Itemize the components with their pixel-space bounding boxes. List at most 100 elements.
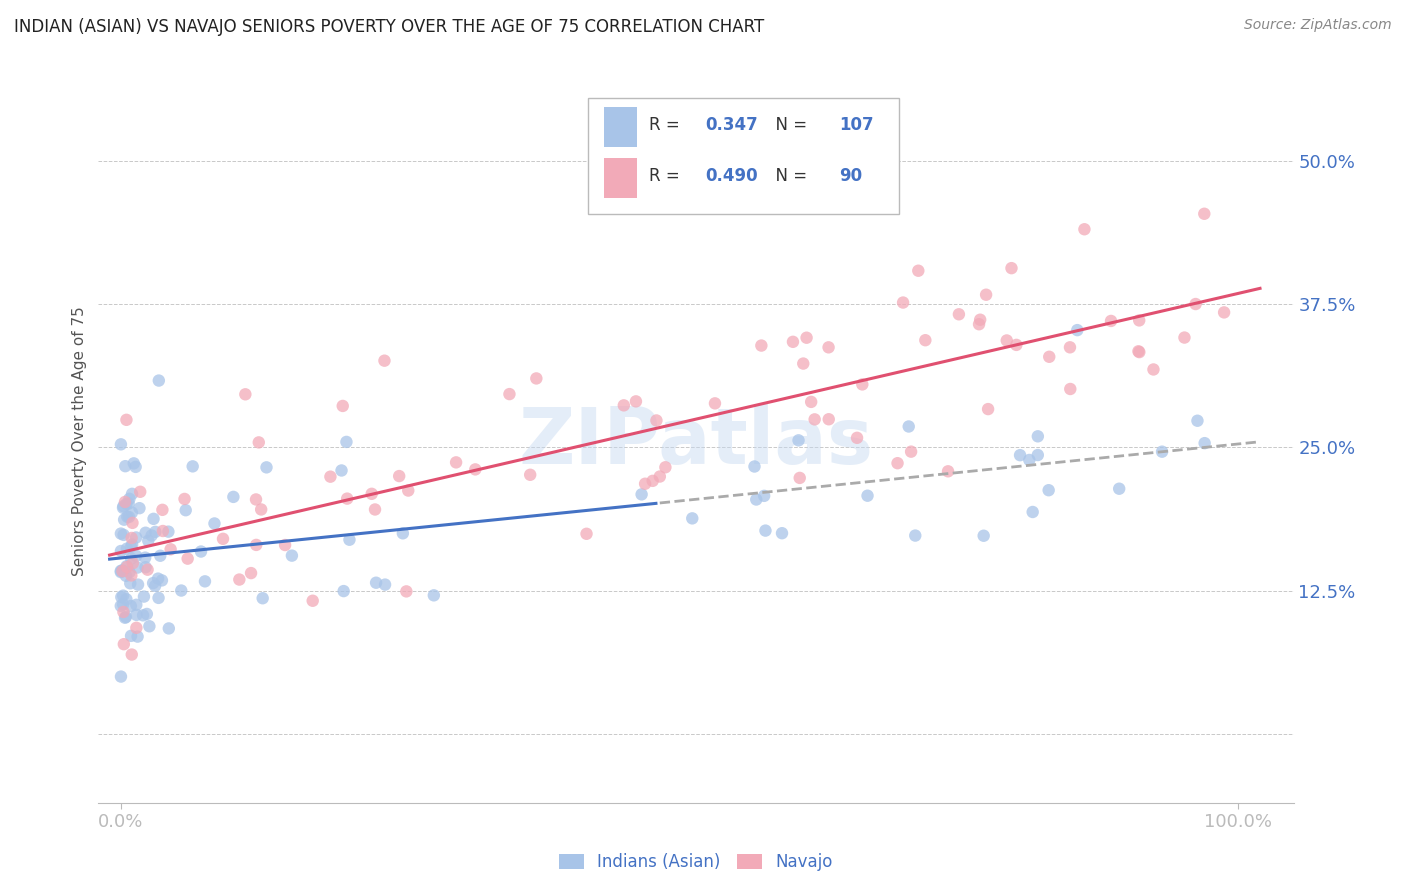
Point: [974, 287, 997, 301]
Text: 0.347: 0.347: [706, 116, 758, 134]
Point: [744, 459, 766, 474]
Point: [115, 559, 138, 574]
Point: [190, 544, 212, 558]
Point: [121, 506, 143, 520]
Point: [121, 556, 143, 570]
Point: [787, 434, 810, 448]
Point: [704, 396, 727, 410]
Point: [204, 516, 226, 531]
Point: [648, 469, 671, 483]
Point: [134, 550, 156, 565]
Point: [118, 565, 141, 579]
Point: [360, 487, 382, 501]
Bar: [605, 107, 637, 147]
Point: [121, 531, 143, 545]
Text: ZIPatlas: ZIPatlas: [519, 403, 873, 480]
Point: [856, 489, 879, 503]
Point: [575, 526, 598, 541]
Point: [194, 574, 217, 589]
Point: [142, 576, 165, 591]
Point: [132, 608, 155, 623]
Point: [114, 459, 136, 474]
Point: [112, 598, 135, 612]
Point: [1010, 448, 1032, 462]
Point: [112, 637, 135, 651]
Point: [973, 529, 995, 543]
Point: [152, 524, 174, 538]
Point: [110, 590, 132, 604]
Point: [212, 532, 235, 546]
Point: [121, 648, 143, 662]
Point: [1073, 222, 1095, 236]
Point: [112, 513, 135, 527]
Point: [121, 538, 143, 552]
Point: [115, 413, 138, 427]
Point: [364, 502, 387, 516]
Point: [444, 455, 467, 469]
Point: [641, 474, 664, 488]
Point: [135, 525, 157, 540]
Point: [392, 526, 415, 541]
Point: [936, 464, 959, 478]
Point: [634, 476, 657, 491]
FancyBboxPatch shape: [589, 98, 900, 214]
Point: [132, 590, 155, 604]
Point: [498, 387, 520, 401]
Point: [851, 377, 873, 392]
Point: [112, 500, 135, 514]
Point: [339, 533, 361, 547]
Point: [125, 598, 148, 612]
Point: [122, 456, 145, 470]
Point: [120, 629, 142, 643]
Point: [754, 524, 776, 538]
Point: [817, 412, 839, 426]
Point: [645, 413, 668, 427]
Point: [281, 549, 304, 563]
Point: [886, 456, 908, 470]
Point: [1021, 505, 1043, 519]
Point: [110, 564, 132, 578]
Point: [891, 295, 914, 310]
Point: [900, 444, 922, 458]
Point: [110, 565, 132, 579]
Point: [395, 584, 418, 599]
Text: R =: R =: [650, 116, 685, 134]
Point: [1128, 345, 1150, 359]
Point: [110, 670, 132, 684]
Point: [364, 575, 387, 590]
Point: [115, 509, 138, 524]
Point: [159, 542, 181, 557]
Bar: [605, 158, 637, 198]
Point: [388, 469, 411, 483]
Point: [111, 500, 134, 515]
Point: [173, 491, 195, 506]
Point: [115, 541, 138, 556]
Point: [127, 560, 149, 574]
Point: [127, 630, 149, 644]
Point: [136, 563, 159, 577]
Point: [1000, 261, 1022, 276]
Point: [1128, 344, 1150, 359]
Point: [745, 492, 768, 507]
Point: [654, 460, 676, 475]
Point: [127, 577, 149, 591]
Point: [149, 549, 172, 563]
Point: [1005, 338, 1028, 352]
Point: [240, 566, 263, 580]
Point: [803, 412, 825, 426]
Point: [245, 538, 267, 552]
Point: [1018, 453, 1040, 467]
Point: [115, 569, 138, 583]
Point: [967, 317, 990, 331]
Point: [1194, 207, 1216, 221]
Point: [120, 599, 142, 613]
Point: [1026, 448, 1049, 462]
Point: [1213, 305, 1236, 319]
Point: [121, 487, 143, 501]
Point: [423, 588, 446, 602]
Point: [143, 524, 166, 539]
Point: [1059, 382, 1081, 396]
Point: [110, 599, 132, 613]
Point: [228, 573, 250, 587]
Point: [1099, 314, 1122, 328]
